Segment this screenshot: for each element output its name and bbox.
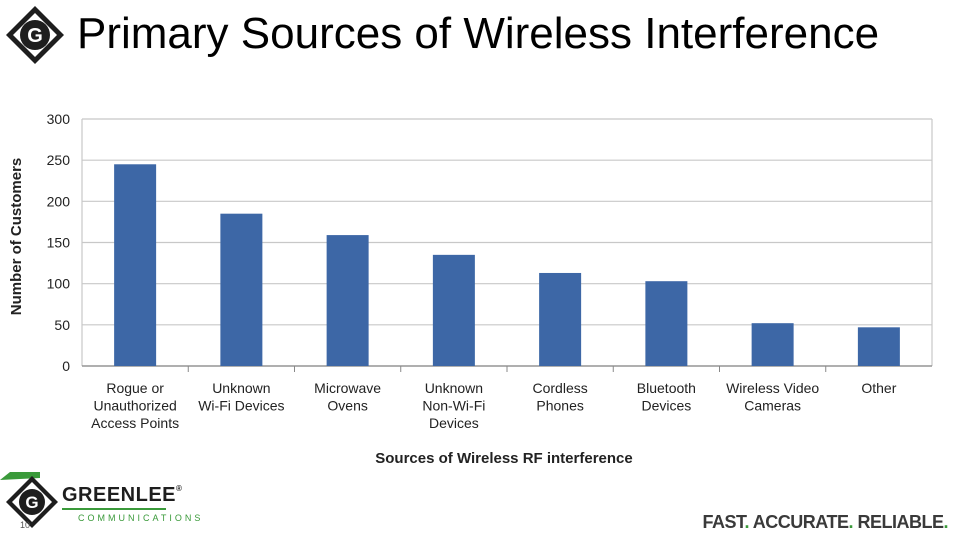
y-tick-label: 0 bbox=[62, 358, 70, 374]
x-tick-label: Non-Wi-Fi bbox=[422, 398, 485, 414]
bar bbox=[326, 235, 369, 366]
x-tick-label: Unknown bbox=[425, 380, 483, 396]
bar bbox=[751, 323, 794, 366]
bar bbox=[645, 281, 688, 366]
x-tick-label: Cameras bbox=[744, 398, 801, 414]
x-tick-label: Cordless bbox=[533, 380, 588, 396]
brand-name: GREENLEE® bbox=[62, 484, 182, 507]
x-tick-label: Access Points bbox=[91, 415, 179, 431]
x-tick-label: Unknown bbox=[212, 380, 270, 396]
greenlee-footer-logo-icon: G bbox=[0, 472, 166, 528]
tagline: FAST. ACCURATE. RELIABLE. bbox=[702, 512, 948, 533]
greenlee-logo-icon: G bbox=[6, 6, 64, 64]
bar-chart: 0 50 100 150 200 250 300 Rogue or Unauthorized Ac… bbox=[0, 100, 960, 480]
x-tick-label: Microwave bbox=[314, 380, 381, 396]
x-tick-label: Bluetooth bbox=[637, 380, 696, 396]
x-axis-title: Sources of Wireless RF interference bbox=[375, 450, 632, 467]
x-tick-label: Rogue or bbox=[106, 380, 164, 396]
x-tick-label: Wi-Fi Devices bbox=[198, 398, 284, 414]
y-tick-label: 150 bbox=[47, 235, 71, 251]
x-tick-label: Other bbox=[861, 380, 896, 396]
x-tick-label: Wireless Video bbox=[726, 380, 819, 396]
y-tick-label: 300 bbox=[47, 111, 71, 127]
x-tick-label: Ovens bbox=[327, 398, 367, 414]
tagline-fast: FAST bbox=[702, 512, 745, 532]
y-tick-label: 100 bbox=[47, 276, 71, 292]
y-tick-label: 50 bbox=[54, 317, 70, 333]
tagline-dot-1: . bbox=[744, 512, 753, 532]
logo-letter: G bbox=[27, 25, 43, 47]
x-tick-label: Devices bbox=[429, 415, 479, 431]
tagline-reliable: RELIABLE bbox=[857, 512, 944, 532]
x-tick-label: Unauthorized bbox=[93, 398, 176, 414]
bar bbox=[220, 213, 263, 366]
x-tick-label: Phones bbox=[536, 398, 583, 414]
bar bbox=[432, 254, 475, 366]
y-axis-title: Number of Customers bbox=[8, 158, 25, 316]
bar bbox=[539, 272, 582, 366]
brand-subtitle: COMMUNICATIONS bbox=[78, 513, 204, 523]
y-tick-label: 200 bbox=[47, 193, 71, 209]
page-number: 10 bbox=[20, 520, 31, 530]
footer-logo-letter: G bbox=[25, 493, 38, 512]
bar bbox=[114, 164, 157, 366]
tagline-dot-2: . bbox=[848, 512, 858, 532]
tagline-accurate: ACCURATE bbox=[752, 512, 849, 532]
x-tick-label: Devices bbox=[641, 398, 691, 414]
bar bbox=[857, 327, 900, 366]
registered-mark: ® bbox=[176, 484, 183, 493]
chart-canvas: 0 50 100 150 200 250 300 Rogue or UnauthorizedAc… bbox=[8, 111, 933, 467]
tagline-dot-3: . bbox=[943, 512, 948, 532]
brand-name-text: GREENLEE bbox=[62, 484, 177, 506]
slide-title: Primary Sources of Wireless Interference bbox=[77, 9, 880, 58]
y-tick-label: 250 bbox=[47, 152, 71, 168]
